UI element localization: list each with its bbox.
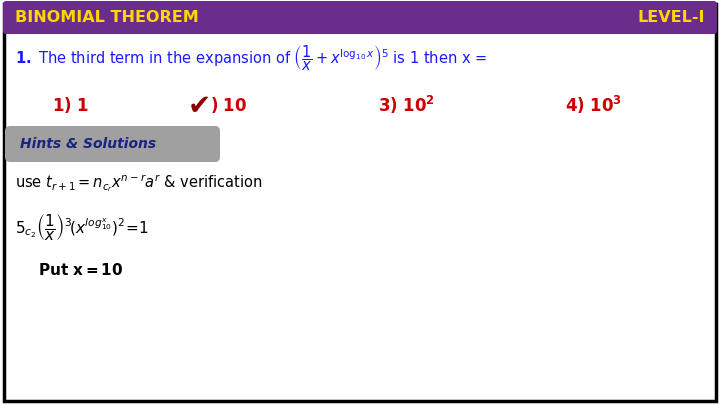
Text: $5_{c_2}\left(\dfrac{1}{x}\right)^{3}\!\left(x^{log^x_{10}}\right)^{2}\!=\!1$: $5_{c_2}\left(\dfrac{1}{x}\right)^{3}\!\… <box>15 212 149 242</box>
FancyBboxPatch shape <box>3 1 717 34</box>
Text: BINOMIAL THEOREM: BINOMIAL THEOREM <box>15 10 199 25</box>
FancyBboxPatch shape <box>4 4 716 401</box>
Text: $\mathit{\mathbf{Put}}\ \mathbf{x = 10}$: $\mathit{\mathbf{Put}}\ \mathbf{x = 10}$ <box>38 262 123 278</box>
Text: $\mathbf{) \ 10}$: $\mathbf{) \ 10}$ <box>210 95 247 115</box>
Text: $\mathbf{1) \ 1}$: $\mathbf{1) \ 1}$ <box>52 95 89 115</box>
Text: ✔: ✔ <box>188 92 211 120</box>
Text: $\mathbf{4) \ 10^{3}}$: $\mathbf{4) \ 10^{3}}$ <box>565 94 622 116</box>
Text: $\mathbf{3) \ 10^{2}}$: $\mathbf{3) \ 10^{2}}$ <box>378 94 435 116</box>
Text: Hints & Solutions: Hints & Solutions <box>20 137 156 151</box>
Text: LEVEL-I: LEVEL-I <box>637 10 705 25</box>
Text: use $t_{r+1} = n_{c_r}x^{n-r}a^{r}$ & verification: use $t_{r+1} = n_{c_r}x^{n-r}a^{r}$ & ve… <box>15 172 263 194</box>
Text: $\mathbf{1.}$ The third term in the expansion of $\left(\dfrac{1}{x}+x^{\log_{10: $\mathbf{1.}$ The third term in the expa… <box>15 43 487 73</box>
FancyBboxPatch shape <box>5 126 220 162</box>
